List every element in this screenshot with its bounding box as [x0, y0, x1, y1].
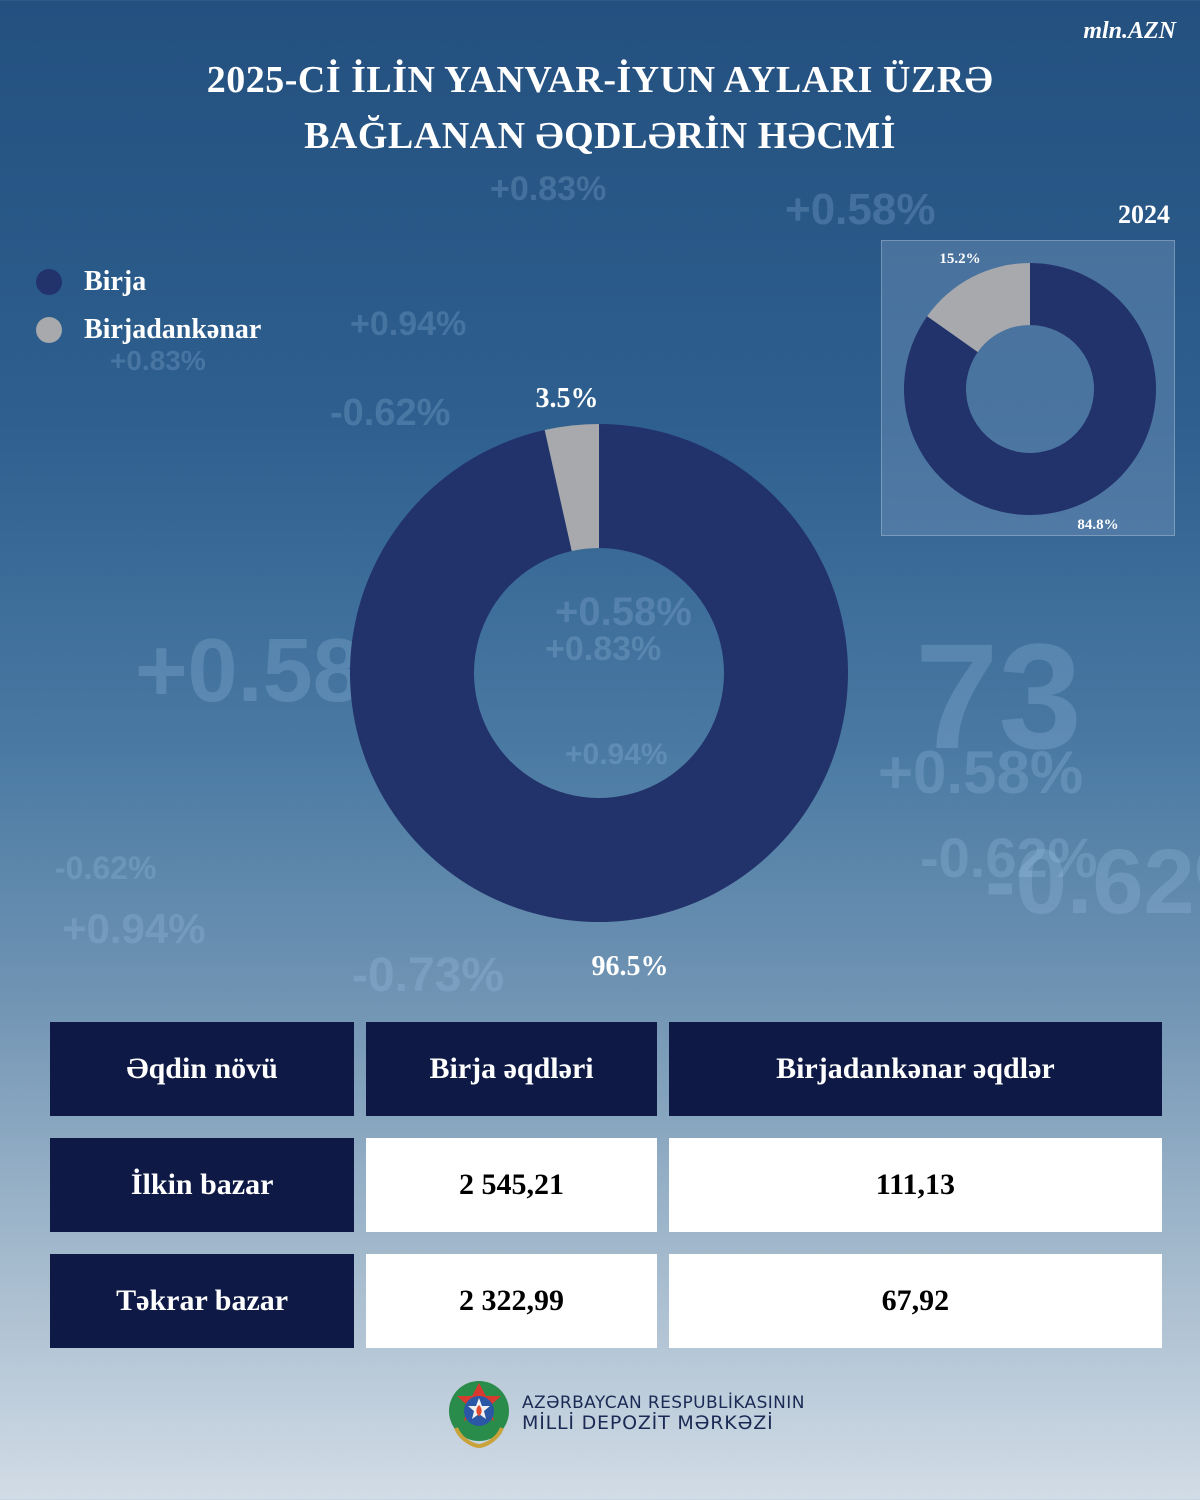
donut-slice-birjadanknar: [544, 424, 599, 552]
data-label: 3.5%: [536, 383, 599, 414]
legend-swatch-birjadankenar: [36, 317, 62, 343]
footer-line-1: AZƏRBAYCAN RESPUBLİKASININ: [522, 1393, 805, 1413]
data-label: 96.5%: [592, 951, 669, 982]
row-label: İlkin bazar: [50, 1138, 355, 1232]
legend-label-birja: Birja: [84, 266, 147, 297]
chart-legend: Birja Birjadankənar: [36, 258, 261, 354]
legend-label-birjadankenar: Birjadankənar: [84, 314, 262, 345]
data-label: 15.2%: [939, 251, 980, 267]
footer-line-2: MİLLİ DEPOZİT MƏRKƏZİ: [522, 1412, 774, 1434]
table-cell: 111,13: [668, 1138, 1162, 1232]
table-row: Təkrar bazar 2 322,99 67,92: [50, 1254, 1162, 1348]
table-row: İlkin bazar 2 545,21 111,13: [50, 1138, 1162, 1232]
legend-item-birja: Birja: [36, 258, 261, 306]
title-line-2: BAĞLANAN ƏQDLƏRİN HƏCMİ: [304, 115, 896, 157]
legend-swatch-birja: [36, 269, 62, 295]
emblem-icon: [449, 1381, 509, 1448]
inset-chart-title: 2024: [1118, 200, 1170, 229]
donut-slice-birja: [904, 263, 1156, 515]
footer-logo: AZƏRBAYCAN RESPUBLİKASININ MİLLİ DEPOZİT…: [446, 1378, 805, 1448]
donut-slice-birja: [349, 424, 848, 922]
table-cell: 2 545,21: [366, 1138, 657, 1232]
table-header-cell: Əqdin növü: [50, 1022, 355, 1116]
unit-label: mln.AZN: [1083, 18, 1176, 44]
title-line-1: 2025-Cİ İLİN YANVAR-İYUN AYLARI ÜZRƏ: [206, 59, 994, 101]
legend-item-birjadankenar: Birjadankənar: [36, 306, 261, 354]
footer-text: AZƏRBAYCAN RESPUBLİKASININ MİLLİ DEPOZİT…: [522, 1393, 805, 1433]
table-header-cell: Birja əqdləri: [366, 1022, 657, 1116]
data-label: 84.8%: [1077, 517, 1118, 533]
table-header-row: Əqdin növü Birja əqdləri Birjadankənar ə…: [50, 1022, 1162, 1116]
deals-table: Əqdin növü Birja əqdləri Birjadankənar ə…: [38, 1000, 1174, 1370]
donut-slice-birjadanknar: [927, 263, 1030, 353]
row-label: Təkrar bazar: [50, 1254, 355, 1348]
table-cell: 2 322,99: [366, 1254, 657, 1348]
table-header-cell: Birjadankənar əqdlər: [668, 1022, 1162, 1116]
donut-charts: 96.5% 3.5% 84.8% 15.2%: [349, 251, 1156, 982]
page-title: 2025-Cİ İLİN YANVAR-İYUN AYLARI ÜZRƏ BAĞ…: [0, 52, 1200, 164]
table-cell: 67,92: [668, 1254, 1162, 1348]
